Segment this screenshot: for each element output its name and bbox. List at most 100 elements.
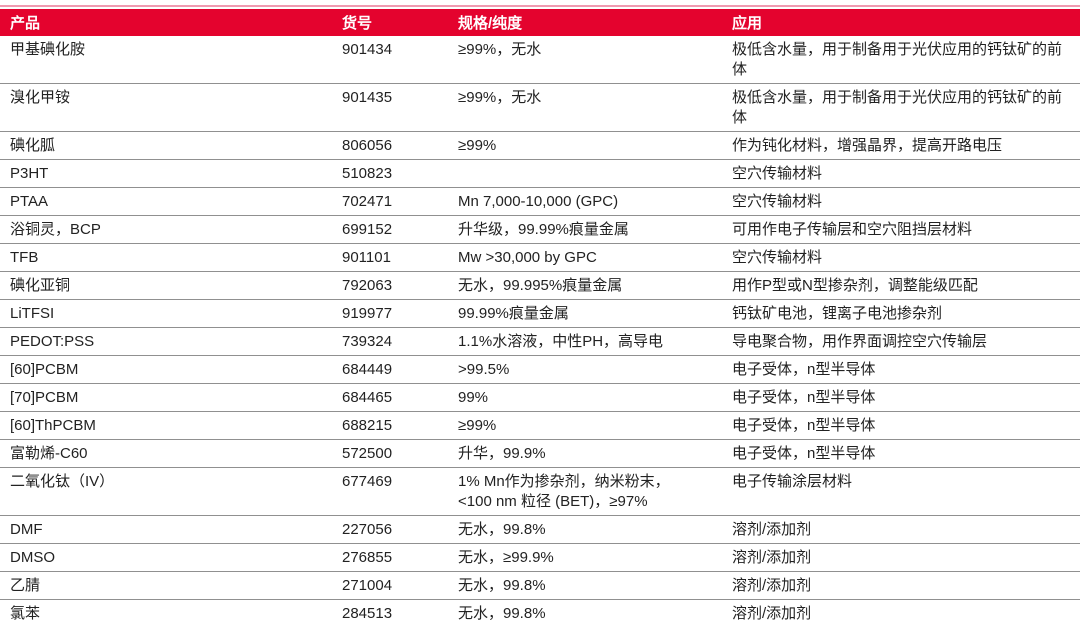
catalog-number-cell: 919977 [342,299,458,328]
product-cell: 甲基碘化胺 [0,36,342,84]
application-cell: 钙钛矿电池，锂离子电池掺杂剂 [732,299,1080,328]
catalog-number-cell: 684449 [342,355,458,384]
spec-purity-cell: ≥99%，无水 [458,36,732,84]
table-body: 甲基碘化胺 901434 ≥99%，无水 极低含水量，用于制备用于光伏应用的钙钛… [0,36,1080,623]
product-cell: 溴化甲铵 [0,83,342,132]
table-row: 乙腈 271004 无水，99.8% 溶剂/添加剂 [0,571,1080,600]
catalog-number-cell: 792063 [342,271,458,300]
application-cell: 溶剂/添加剂 [732,599,1080,623]
spec-purity-cell: 99.99%痕量金属 [458,299,732,328]
spec-purity-cell: 1.1%水溶液，中性PH，高导电 [458,327,732,356]
application-cell: 极低含水量，用于制备用于光伏应用的钙钛矿的前体 [732,83,1080,132]
table-row: P3HT 510823 空穴传输材料 [0,159,1080,188]
application-cell: 溶剂/添加剂 [732,515,1080,544]
product-cell: 富勒烯-C60 [0,439,342,468]
table-row: 富勒烯-C60 572500 升华，99.9% 电子受体，n型半导体 [0,439,1080,468]
catalog-number-cell: 702471 [342,187,458,216]
application-cell: 电子受体，n型半导体 [732,383,1080,412]
table-row: 氯苯 284513 无水，99.8% 溶剂/添加剂 [0,599,1080,623]
spec-purity-cell: 无水，99.8% [458,515,732,544]
catalog-number-cell: 684465 [342,383,458,412]
application-cell: 电子受体，n型半导体 [732,355,1080,384]
catalog-number-cell: 739324 [342,327,458,356]
spec-purity-cell: Mn 7,000-10,000 (GPC) [458,187,732,216]
catalog-number-cell: 510823 [342,159,458,188]
spec-purity-cell: Mw >30,000 by GPC [458,243,732,272]
product-cell: DMF [0,515,342,544]
product-cell: PTAA [0,187,342,216]
application-cell: 空穴传输材料 [732,187,1080,216]
catalog-number-cell: 901101 [342,243,458,272]
spec-purity-cell: 无水，≥99.9% [458,543,732,572]
spec-purity-cell: 无水，99.8% [458,599,732,623]
column-header-product: 产品 [0,9,342,36]
application-cell: 空穴传输材料 [732,243,1080,272]
spec-purity-cell [458,159,732,188]
catalog-number-cell: 901434 [342,36,458,84]
product-cell: 碘化亚铜 [0,271,342,300]
application-cell: 电子受体，n型半导体 [732,411,1080,440]
spec-purity-cell: ≥99% [458,131,732,160]
product-cell: 二氧化钛（IV） [0,467,342,516]
spec-purity-cell: 升华，99.9% [458,439,732,468]
catalog-number-cell: 806056 [342,131,458,160]
table-row: 甲基碘化胺 901434 ≥99%，无水 极低含水量，用于制备用于光伏应用的钙钛… [0,36,1080,84]
spec-purity-cell: >99.5% [458,355,732,384]
catalog-number-cell: 688215 [342,411,458,440]
product-cell: P3HT [0,159,342,188]
catalog-number-cell: 284513 [342,599,458,623]
table-row: LiTFSI 919977 99.99%痕量金属 钙钛矿电池，锂离子电池掺杂剂 [0,299,1080,328]
spec-purity-cell: ≥99%，无水 [458,83,732,132]
application-cell: 极低含水量，用于制备用于光伏应用的钙钛矿的前体 [732,36,1080,84]
table-row: DMF 227056 无水，99.8% 溶剂/添加剂 [0,515,1080,544]
catalog-number-cell: 699152 [342,215,458,244]
spec-purity-cell: 99% [458,383,732,412]
table-row: PEDOT:PSS 739324 1.1%水溶液，中性PH，高导电 导电聚合物，… [0,327,1080,356]
table-row: 碘化胍 806056 ≥99% 作为钝化材料，增强晶界，提高开路电压 [0,131,1080,160]
product-cell: LiTFSI [0,299,342,328]
table-row: [60]ThPCBM 688215 ≥99% 电子受体，n型半导体 [0,411,1080,440]
table-row: TFB 901101 Mw >30,000 by GPC 空穴传输材料 [0,243,1080,272]
application-cell: 溶剂/添加剂 [732,543,1080,572]
table-row: DMSO 276855 无水，≥99.9% 溶剂/添加剂 [0,543,1080,572]
product-cell: 乙腈 [0,571,342,600]
application-cell: 可用作电子传输层和空穴阻挡层材料 [732,215,1080,244]
catalog-number-cell: 572500 [342,439,458,468]
table-row: 溴化甲铵 901435 ≥99%，无水 极低含水量，用于制备用于光伏应用的钙钛矿… [0,83,1080,132]
application-cell: 电子受体，n型半导体 [732,439,1080,468]
spec-purity-cell: ≥99% [458,411,732,440]
product-cell: 氯苯 [0,599,342,623]
catalog-number-cell: 271004 [342,571,458,600]
product-cell: TFB [0,243,342,272]
product-table: 产品 货号 规格/纯度 应用 甲基碘化胺 901434 ≥99%，无水 极低含水… [0,9,1080,623]
application-cell: 电子传输涂层材料 [732,467,1080,516]
column-header-catalog-number: 货号 [342,9,458,36]
application-cell: 用作P型或N型掺杂剂，调整能级匹配 [732,271,1080,300]
application-cell: 作为钝化材料，增强晶界，提高开路电压 [732,131,1080,160]
table-row: 二氧化钛（IV） 677469 1% Mn作为掺杂剂，纳米粉末， <100 nm… [0,467,1080,516]
catalog-number-cell: 276855 [342,543,458,572]
column-header-spec-purity: 规格/纯度 [458,9,732,36]
column-header-application: 应用 [732,9,1080,36]
catalog-number-cell: 677469 [342,467,458,516]
table-row: [70]PCBM 684465 99% 电子受体，n型半导体 [0,383,1080,412]
table-row: 浴铜灵，BCP 699152 升华级，99.99%痕量金属 可用作电子传输层和空… [0,215,1080,244]
table-row: 碘化亚铜 792063 无水，99.995%痕量金属 用作P型或N型掺杂剂，调整… [0,271,1080,300]
product-cell: [60]ThPCBM [0,411,342,440]
top-divider [0,5,1080,7]
catalog-number-cell: 227056 [342,515,458,544]
product-cell: [70]PCBM [0,383,342,412]
spec-purity-cell: 升华级，99.99%痕量金属 [458,215,732,244]
spec-purity-cell: 无水，99.995%痕量金属 [458,271,732,300]
product-cell: DMSO [0,543,342,572]
product-cell: 浴铜灵，BCP [0,215,342,244]
table-header-row: 产品 货号 规格/纯度 应用 [0,9,1080,36]
application-cell: 导电聚合物，用作界面调控空穴传输层 [732,327,1080,356]
product-cell: 碘化胍 [0,131,342,160]
spec-purity-cell: 无水，99.8% [458,571,732,600]
table-row: PTAA 702471 Mn 7,000-10,000 (GPC) 空穴传输材料 [0,187,1080,216]
product-cell: PEDOT:PSS [0,327,342,356]
application-cell: 溶剂/添加剂 [732,571,1080,600]
catalog-number-cell: 901435 [342,83,458,132]
